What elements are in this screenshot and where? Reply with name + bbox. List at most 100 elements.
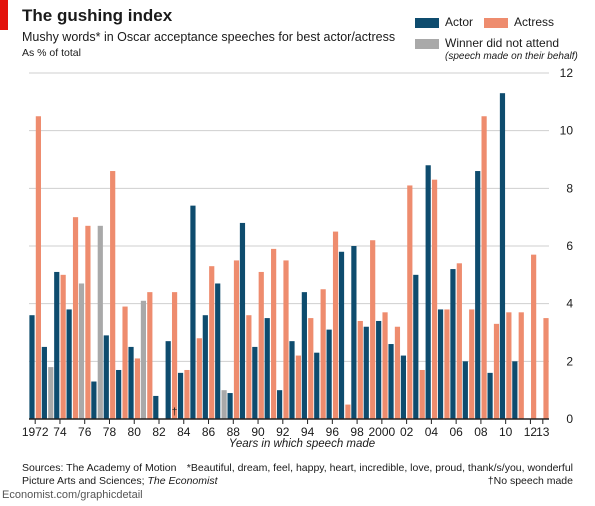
bar-actor bbox=[239, 222, 246, 419]
bar-actress bbox=[233, 260, 240, 419]
credit-link[interactable]: Economist.com/graphicdetail bbox=[2, 489, 143, 501]
x-tick-label: 90 bbox=[251, 425, 265, 439]
y-tick-label: 2 bbox=[566, 354, 573, 368]
bar-actress bbox=[72, 217, 79, 419]
no-speech-dagger: † bbox=[172, 407, 178, 418]
bar-actress bbox=[147, 292, 153, 419]
bar-actor bbox=[512, 361, 518, 419]
bar-actress bbox=[543, 318, 549, 419]
y-tick-label: 12 bbox=[560, 66, 574, 80]
bars: † bbox=[29, 93, 549, 419]
x-axis-title: Years in which speech made bbox=[229, 438, 375, 450]
bar-actress bbox=[295, 355, 301, 419]
x-tick-label: 04 bbox=[425, 425, 439, 439]
x-tick-label: 80 bbox=[128, 425, 142, 439]
footnote: *Beautiful, dream, feel, happy, heart, i… bbox=[187, 462, 573, 488]
bar-actor bbox=[190, 205, 196, 419]
source-note: Sources: The Academy of Motion Picture A… bbox=[22, 462, 218, 488]
bar-actress bbox=[110, 171, 116, 419]
bar-actor bbox=[66, 309, 72, 419]
bar-actor bbox=[227, 393, 233, 419]
x-tick-label: 10 bbox=[499, 425, 513, 439]
bar-actress bbox=[35, 116, 41, 419]
bar-actor bbox=[499, 93, 506, 419]
bar-actor bbox=[29, 315, 35, 419]
bar-actress bbox=[283, 260, 289, 419]
bar-actor bbox=[351, 246, 357, 419]
bar-actor bbox=[425, 165, 431, 419]
brand-tag bbox=[0, 0, 8, 30]
x-tick-label: 86 bbox=[202, 425, 216, 439]
bar-actor bbox=[116, 369, 122, 419]
bar-actress bbox=[134, 358, 141, 419]
x-tick-label: 78 bbox=[103, 425, 117, 439]
legend-label-actress: Actress bbox=[514, 15, 555, 29]
chart-title: The gushing index bbox=[22, 6, 173, 25]
x-tick-label: 92 bbox=[276, 425, 290, 439]
bar-actor bbox=[363, 326, 369, 419]
bar-actor bbox=[54, 271, 60, 419]
x-tick-label: 74 bbox=[53, 425, 67, 439]
bar-actress bbox=[85, 225, 91, 419]
bar-actress bbox=[258, 271, 264, 419]
x-tick-label: 1972 bbox=[22, 425, 49, 439]
legend-swatch-actress bbox=[484, 18, 508, 28]
source-line-2-text: Picture Arts and Sciences; bbox=[22, 475, 148, 487]
bar-actor bbox=[437, 309, 444, 419]
legend-label-actor: Actor bbox=[445, 15, 474, 29]
source-line-2-publication: The Economist bbox=[147, 475, 218, 487]
bar-actress bbox=[444, 309, 450, 419]
bar-actress-absent bbox=[48, 367, 54, 419]
bar-actress bbox=[196, 338, 202, 419]
bar-actress bbox=[506, 312, 512, 419]
bar-actress bbox=[246, 315, 252, 419]
x-tick-label: 88 bbox=[227, 425, 241, 439]
bar-actor bbox=[277, 390, 283, 419]
legend-swatch-actor bbox=[415, 18, 439, 28]
bar-actor bbox=[153, 395, 159, 419]
bar-actor bbox=[103, 335, 109, 419]
bar-actor bbox=[326, 329, 332, 419]
bar-actress bbox=[308, 318, 314, 419]
bar-actor bbox=[376, 320, 382, 419]
chart-subtitle: Mushy words* in Oscar acceptance speeche… bbox=[22, 30, 396, 44]
bar-actor bbox=[41, 346, 47, 419]
bar-actress bbox=[518, 312, 524, 419]
bar-actor bbox=[202, 315, 208, 419]
bar-actor bbox=[400, 355, 407, 419]
bar-actor bbox=[450, 269, 456, 419]
legend-note-absent: (speech made on their behalf) bbox=[445, 51, 578, 62]
bar-actress bbox=[370, 240, 376, 419]
x-tick-label: 96 bbox=[326, 425, 340, 439]
bar-actor bbox=[252, 346, 258, 419]
footnote-words: *Beautiful, dream, feel, happy, heart, i… bbox=[186, 462, 573, 474]
legend-swatch-absent bbox=[415, 39, 439, 49]
bar-actor bbox=[338, 251, 345, 419]
x-tick-label: 08 bbox=[474, 425, 488, 439]
x-tick-label: 06 bbox=[449, 425, 463, 439]
bar-actor bbox=[289, 341, 295, 419]
y-tick-label: 8 bbox=[566, 181, 573, 195]
bar-actress bbox=[122, 306, 128, 419]
bar-actor bbox=[487, 372, 493, 419]
bar-actress bbox=[531, 254, 537, 419]
x-tick-label: 98 bbox=[350, 425, 364, 439]
legend-label-absent: Winner did not attend bbox=[445, 36, 560, 50]
bar-actress bbox=[271, 248, 277, 419]
bar-actress bbox=[184, 369, 190, 419]
bar-actress-absent bbox=[97, 225, 103, 419]
bar-actress bbox=[332, 231, 339, 419]
bar-actress-absent bbox=[221, 390, 227, 419]
bar-actor bbox=[165, 341, 171, 419]
y-tick-label: 4 bbox=[566, 297, 573, 311]
bar-actress bbox=[320, 289, 326, 419]
bar-actor-absent bbox=[78, 283, 85, 419]
x-tick-label: 82 bbox=[152, 425, 166, 439]
x-tick-label: 94 bbox=[301, 425, 315, 439]
bar-actress bbox=[345, 404, 351, 419]
bar-actor bbox=[91, 381, 97, 419]
bar-actor bbox=[314, 352, 320, 419]
x-tick-label: 76 bbox=[78, 425, 92, 439]
